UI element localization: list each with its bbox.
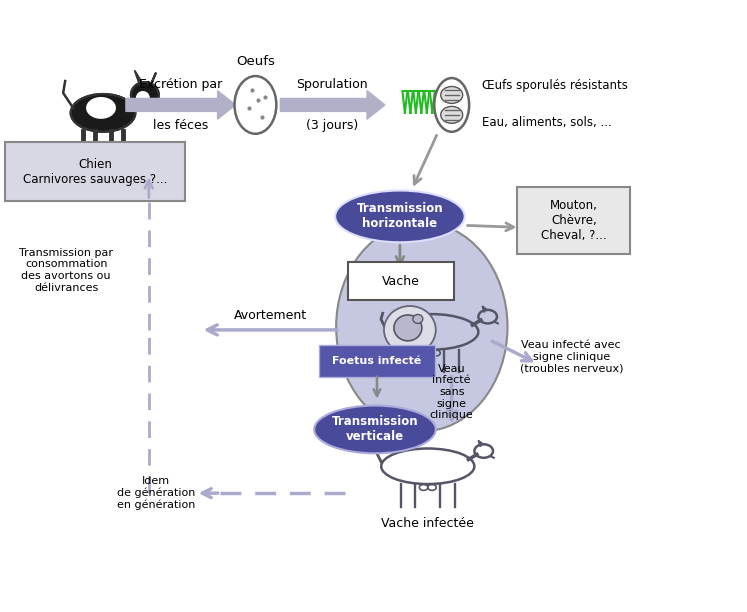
Ellipse shape	[336, 222, 507, 431]
Text: Vache infectée: Vache infectée	[382, 517, 474, 529]
FancyBboxPatch shape	[319, 345, 435, 376]
Ellipse shape	[71, 94, 135, 132]
FancyBboxPatch shape	[348, 262, 453, 300]
Text: Eau, aliments, sols, ...: Eau, aliments, sols, ...	[482, 116, 611, 129]
Ellipse shape	[314, 406, 436, 453]
FancyBboxPatch shape	[518, 187, 630, 254]
Text: Transmission par
consommation
des avortons ou
délivrances: Transmission par consommation des avorto…	[19, 248, 113, 293]
Text: Œufs sporulés résistants: Œufs sporulés résistants	[482, 78, 627, 92]
Ellipse shape	[235, 76, 276, 134]
Text: Mouton,
Chèvre,
Cheval, ?...: Mouton, Chèvre, Cheval, ?...	[541, 199, 607, 242]
Ellipse shape	[131, 82, 159, 108]
Text: Avortement: Avortement	[234, 309, 307, 322]
Text: Excrétion par: Excrétion par	[139, 78, 223, 91]
Text: Veau
infecté
sans
signe
clinique: Veau infecté sans signe clinique	[430, 364, 474, 420]
Ellipse shape	[86, 97, 116, 119]
Text: Chien
Carnivores sauvages ?...: Chien Carnivores sauvages ?...	[23, 158, 167, 185]
FancyArrow shape	[126, 91, 235, 119]
Ellipse shape	[335, 190, 465, 242]
Text: les féces: les féces	[153, 119, 208, 132]
Ellipse shape	[434, 78, 469, 132]
Text: Sporulation: Sporulation	[297, 78, 368, 91]
Ellipse shape	[384, 306, 436, 354]
Ellipse shape	[136, 91, 150, 105]
Text: Oeufs: Oeufs	[236, 54, 275, 67]
Text: Veau infecté avec
signe clinique
(troubles nerveux): Veau infecté avec signe clinique (troubl…	[519, 340, 623, 373]
Ellipse shape	[441, 86, 462, 103]
Text: Foetus infecté: Foetus infecté	[332, 356, 421, 366]
Text: Vache: Vache	[382, 275, 420, 288]
Ellipse shape	[441, 106, 462, 124]
Text: Transmission
verticale: Transmission verticale	[332, 416, 418, 444]
FancyBboxPatch shape	[5, 142, 185, 201]
Text: Idem
de génération
en génération: Idem de génération en génération	[117, 476, 195, 510]
Ellipse shape	[394, 315, 422, 341]
FancyArrow shape	[280, 91, 385, 119]
Text: (3 jours): (3 jours)	[306, 119, 359, 132]
Text: Transmission
horizontale: Transmission horizontale	[356, 203, 443, 230]
Ellipse shape	[413, 315, 423, 323]
